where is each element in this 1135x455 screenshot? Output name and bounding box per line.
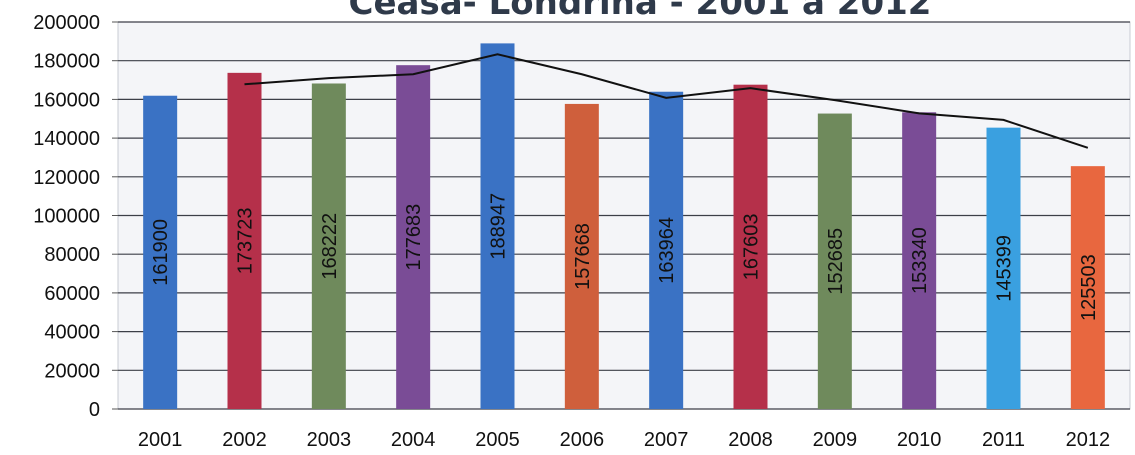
- x-axis-ticks: 2001 2002 2003 2004 2005 2006 2007 2008 2009 2010…: [138, 429, 1110, 451]
- bar: [396, 65, 431, 409]
- y-tick-label: 40000: [44, 322, 100, 344]
- data-label: 168222: [319, 213, 341, 280]
- data-labels: 161900 173723 168222 177683 188947 157668 1639…: [150, 193, 1100, 321]
- y-tick-label: 60000: [44, 283, 100, 305]
- x-tick-label: 2012: [1066, 429, 1111, 451]
- y-tick-label: 100000: [33, 206, 100, 228]
- y-tick-label: 0: [89, 399, 100, 421]
- data-label: 152685: [825, 228, 847, 295]
- bar: [227, 72, 262, 409]
- bar: [1070, 166, 1105, 409]
- data-label: 161900: [150, 219, 172, 286]
- bar: [902, 112, 937, 409]
- y-tick-label: 120000: [33, 167, 100, 189]
- bar: [143, 95, 178, 409]
- bar: [564, 103, 599, 410]
- trend-line-path: [244, 53, 1089, 149]
- data-label: 173723: [235, 208, 257, 275]
- bar: [649, 91, 684, 409]
- data-label: 167603: [741, 213, 763, 280]
- x-tick-label: 2010: [897, 429, 942, 451]
- y-tick-label: 80000: [44, 244, 100, 266]
- x-tick-label: 2008: [728, 429, 773, 451]
- bar: [817, 113, 852, 409]
- bars: [143, 43, 1105, 410]
- y-tick-label: 140000: [33, 128, 100, 150]
- data-label: 145399: [994, 235, 1016, 302]
- x-tick-label: 2002: [222, 429, 267, 451]
- x-tick-label: 2005: [475, 429, 520, 451]
- chart-title: Ceasa- Londrina - 2001 a 2012: [349, 0, 932, 23]
- x-tick-label: 2004: [391, 429, 436, 451]
- y-tick-label: 20000: [44, 360, 100, 382]
- x-tick-label: 2011: [982, 429, 1025, 451]
- data-label: 157668: [572, 223, 594, 290]
- data-label: 177683: [403, 204, 425, 271]
- bar: [480, 43, 515, 410]
- data-label: 163964: [656, 217, 678, 284]
- bar: [311, 83, 346, 410]
- y-tick-label: 160000: [33, 89, 100, 111]
- x-tick-label: 2009: [813, 429, 858, 451]
- x-tick-label: 2006: [560, 429, 605, 451]
- y-axis-ticks: 0 20000 40000 60000 80000 100000 120000 140000 1…: [33, 12, 118, 421]
- data-label: 125503: [1078, 254, 1100, 321]
- bar: [733, 84, 768, 409]
- data-label: 188947: [488, 193, 510, 260]
- bar: [986, 127, 1021, 410]
- gridlines: [118, 21, 1130, 410]
- x-tick-label: 2001: [138, 429, 183, 451]
- x-tick-label: 2003: [307, 429, 352, 451]
- data-label: 153340: [909, 227, 931, 294]
- trend-line: [244, 53, 1089, 149]
- x-tick-label: 2007: [644, 429, 689, 451]
- y-tick-label: 200000: [33, 12, 100, 34]
- y-tick-label: 180000: [33, 51, 100, 73]
